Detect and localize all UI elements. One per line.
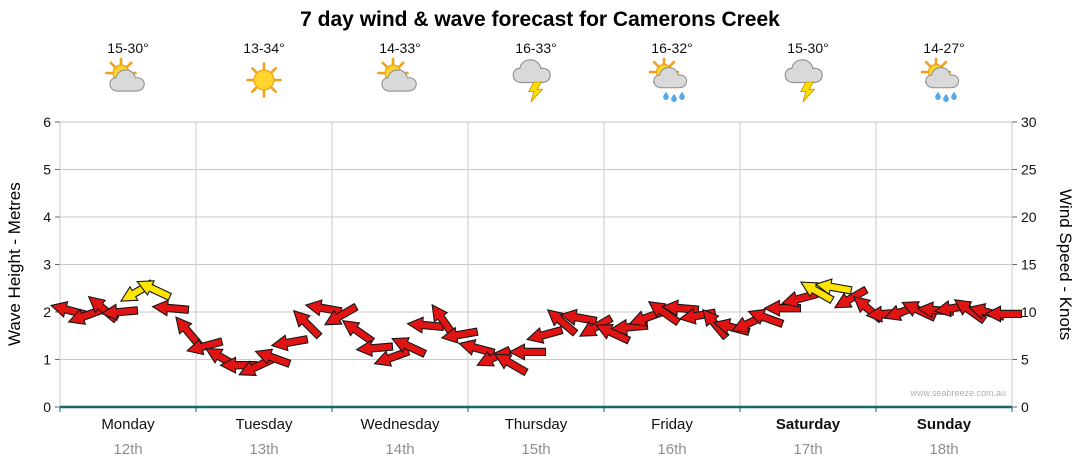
day-temp-range: 15-30° [787, 40, 829, 56]
watermark: www.seabreeze.com.au [910, 388, 1006, 398]
left-tick-label: 2 [43, 304, 51, 320]
weather-icon-storm [512, 59, 551, 103]
right-tick-label: 5 [1021, 352, 1029, 368]
day-temp-range: 13-34° [243, 40, 285, 56]
wind-arrow [391, 337, 428, 358]
left-tick-label: 3 [43, 257, 51, 273]
wind-arrow [799, 281, 835, 304]
day-date: 13th [249, 441, 279, 458]
right-tick-label: 20 [1021, 209, 1037, 225]
weather-icon-sun [246, 62, 282, 98]
wind-arrow [292, 309, 323, 340]
day-name: Wednesday [360, 416, 440, 433]
wind-arrow [323, 302, 359, 326]
day-date: 17th [793, 441, 823, 458]
wind-arrow [457, 339, 496, 357]
day-date: 15th [521, 441, 551, 458]
day-name: Friday [651, 416, 693, 433]
day-date: 16th [657, 441, 687, 458]
wind-arrow [219, 356, 258, 374]
day-name: Tuesday [235, 416, 293, 433]
day-name: Saturday [775, 416, 841, 433]
day-name: Monday [101, 416, 155, 433]
day-temp-range: 14-33° [379, 40, 421, 56]
wind-arrow [525, 325, 564, 344]
wind-arrow [136, 280, 173, 301]
right-tick-label: 30 [1021, 114, 1037, 130]
wind-arrow [270, 334, 309, 352]
weather-icon-sun-cloud [377, 58, 417, 92]
wind-arrow [341, 319, 376, 346]
right-tick-label: 10 [1021, 304, 1037, 320]
wind-arrow [508, 343, 547, 361]
wind-arrow [546, 309, 579, 337]
wind-arrow [476, 345, 513, 367]
left-tick-label: 1 [43, 352, 51, 368]
day-temp-range: 16-33° [515, 40, 557, 56]
wind-arrow [254, 348, 292, 368]
day-name: Thursday [504, 416, 568, 433]
right-tick-label: 0 [1021, 399, 1029, 415]
day-date: 18th [929, 441, 959, 458]
left-tick-label: 4 [43, 209, 51, 225]
weather-icon-sun-cloud-rain [920, 58, 960, 102]
weather-icon-storm [784, 59, 823, 103]
left-tick-label: 6 [43, 114, 51, 130]
wind-arrow [151, 299, 190, 317]
wind-arrow [647, 300, 682, 327]
day-date: 14th [385, 441, 415, 458]
wind-arrow [355, 339, 394, 357]
weather-icon-sun-cloud [105, 58, 145, 92]
wind-arrow [185, 337, 224, 356]
day-temp-range: 15-30° [107, 40, 149, 56]
day-temp-range: 14-27° [923, 40, 965, 56]
wind-arrow [100, 303, 139, 321]
right-tick-label: 25 [1021, 162, 1037, 178]
weather-icon-sun-cloud-rain [648, 58, 688, 102]
page-title: 7 day wind & wave forecast for Camerons … [300, 8, 780, 31]
wind-arrow [814, 278, 853, 296]
left-tick-label: 0 [43, 399, 51, 415]
left-tick-label: 5 [43, 162, 51, 178]
wind-arrow [747, 308, 785, 328]
wind-arrow [493, 353, 529, 377]
right-axis-title: Wind Speed - Knots [1056, 188, 1075, 341]
wind-arrow [984, 305, 1023, 323]
wind-arrow [440, 326, 479, 344]
wind-arrow [833, 285, 869, 309]
wind-arrow [559, 308, 598, 326]
day-temp-range: 16-32° [651, 40, 693, 56]
day-name: Sunday [916, 416, 972, 433]
right-tick-label: 15 [1021, 257, 1037, 273]
day-date: 12th [113, 441, 143, 458]
